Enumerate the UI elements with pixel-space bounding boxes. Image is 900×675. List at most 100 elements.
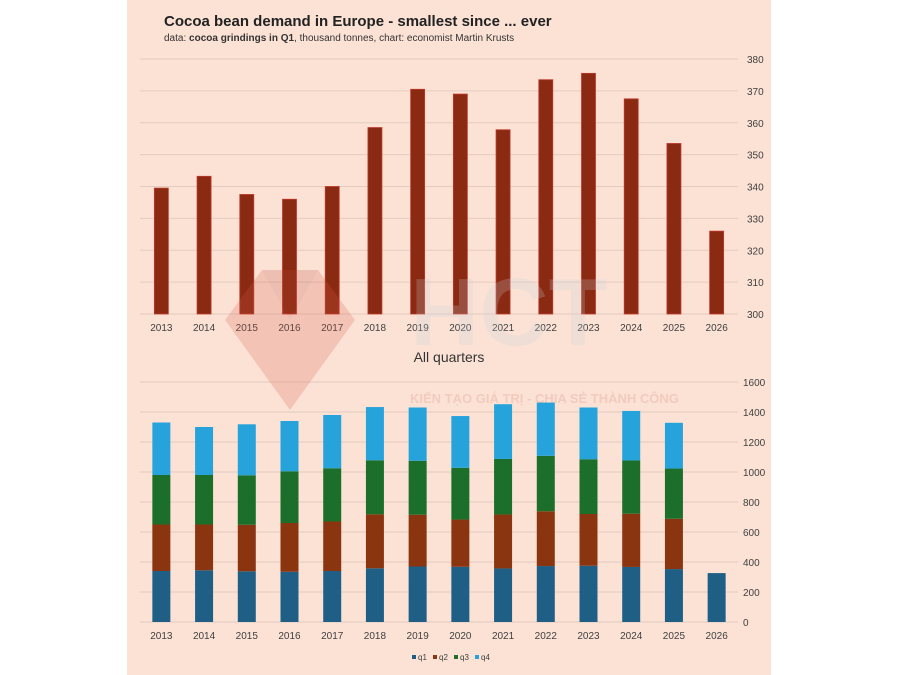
stacked-bar-q4 — [152, 422, 171, 475]
stacked-bar-q4 — [280, 421, 299, 472]
x-tick-label: 2024 — [620, 323, 643, 334]
stacked-bar-q3 — [237, 475, 256, 525]
bar — [452, 93, 468, 315]
y-tick-label: 370 — [747, 87, 764, 98]
stacked-bar-q2 — [494, 514, 513, 569]
bar — [196, 175, 212, 315]
stacked-bar-q3 — [451, 467, 470, 520]
stacked-bar-q4 — [536, 402, 555, 456]
stacked-bar-q1 — [536, 566, 555, 622]
stacked-bar-q2 — [152, 524, 171, 571]
stacked-bar-q1 — [365, 568, 384, 622]
subtitle-bold: cocoa grindings in Q1 — [189, 33, 295, 44]
legend-label: q1 — [418, 653, 427, 662]
subtitle-prefix: data: — [164, 33, 190, 44]
stacked-bar-q1 — [323, 571, 342, 622]
stacked-bar-q3 — [622, 460, 641, 514]
y-tick-label: 360 — [747, 119, 764, 130]
x-tick-label: 2018 — [364, 323, 387, 334]
stacked-bar-q2 — [280, 523, 299, 572]
x-tick-label: 2013 — [150, 323, 173, 334]
stacked-bar-q3 — [664, 468, 683, 519]
x-tick-label: 2024 — [620, 631, 643, 642]
x-tick-label: 2015 — [236, 323, 259, 334]
stacked-bar-q4 — [365, 407, 384, 461]
stacked-bar-q1 — [451, 566, 470, 622]
x-tick-label: 2015 — [236, 631, 259, 642]
subchart-title: All quarters — [414, 349, 485, 365]
x-tick-label: 2013 — [150, 631, 173, 642]
stacked-bar-q3 — [494, 458, 513, 515]
stacked-bar-q2 — [365, 514, 384, 569]
stacked-bar-q4 — [195, 427, 214, 475]
chart-title: Cocoa bean demand in Europe - smallest s… — [164, 13, 552, 30]
y-tick-label: 1600 — [743, 378, 766, 389]
y-tick-label: 800 — [743, 498, 760, 509]
legend-swatch — [433, 655, 437, 659]
x-tick-label: 2023 — [577, 631, 600, 642]
x-tick-label: 2014 — [193, 631, 216, 642]
stacked-bar-q1 — [237, 571, 256, 622]
stacked-bar-q1 — [579, 565, 598, 622]
stacked-bar-q3 — [195, 475, 214, 525]
stacked-bar-q4 — [408, 407, 427, 461]
y-tick-label: 380 — [747, 55, 764, 66]
y-tick-label: 310 — [747, 278, 764, 289]
y-tick-label: 1200 — [743, 438, 766, 449]
x-tick-label: 2018 — [364, 631, 387, 642]
stacked-bar-q2 — [536, 511, 555, 567]
stacked-bar-q2 — [408, 514, 427, 567]
bar — [666, 143, 682, 315]
stacked-bar-q4 — [237, 424, 256, 476]
x-tick-label: 2017 — [321, 631, 344, 642]
y-tick-label: 1000 — [743, 468, 766, 479]
stacked-bar-q3 — [280, 471, 299, 523]
stacked-bar-q3 — [408, 460, 427, 515]
x-tick-label: 2021 — [492, 631, 515, 642]
y-tick-label: 1400 — [743, 408, 766, 419]
y-tick-label: 330 — [747, 214, 764, 225]
stacked-bar-q4 — [579, 407, 598, 460]
stacked-bar-q1 — [622, 566, 641, 622]
stacked-bar-q2 — [451, 519, 470, 567]
x-tick-label: 2016 — [278, 323, 301, 334]
stacked-bar-q3 — [323, 468, 342, 522]
x-tick-label: 2023 — [577, 323, 600, 334]
stacked-bar-q2 — [664, 518, 683, 570]
x-tick-label: 2025 — [663, 631, 686, 642]
stacked-bar-q1 — [494, 568, 513, 622]
x-tick-label: 2019 — [407, 631, 430, 642]
stacked-bar-q4 — [323, 415, 342, 469]
stacked-bar-q3 — [365, 460, 384, 515]
chart-subtitle: data: cocoa grindings in Q1, thousand to… — [164, 33, 514, 44]
legend-label: q4 — [481, 653, 490, 662]
x-tick-label: 2026 — [706, 631, 729, 642]
bar — [410, 88, 426, 315]
y-tick-label: 350 — [747, 151, 764, 162]
x-tick-label: 2017 — [321, 323, 344, 334]
bar — [538, 79, 554, 315]
x-tick-label: 2021 — [492, 323, 515, 334]
bar — [495, 129, 511, 315]
bar — [282, 198, 297, 315]
bar — [581, 72, 596, 315]
y-tick-label: 320 — [747, 246, 764, 257]
y-tick-label: 0 — [743, 618, 749, 629]
bar — [367, 127, 383, 315]
x-tick-label: 2026 — [706, 323, 729, 334]
stacked-bar-q2 — [237, 524, 256, 572]
subtitle-suffix: , thousand tonnes, chart: economist Mart… — [294, 33, 515, 44]
stacked-bar-q1 — [408, 566, 427, 622]
stacked-bar-q3 — [152, 475, 171, 525]
stacked-bar-q3 — [536, 455, 555, 512]
legend-label: q3 — [460, 653, 469, 662]
stacked-bar-q2 — [579, 514, 598, 566]
x-tick-label: 2016 — [278, 631, 301, 642]
stacked-bar-q2 — [195, 524, 214, 571]
stacked-bar-q1 — [195, 570, 214, 622]
x-tick-label: 2020 — [449, 323, 472, 334]
x-tick-label: 2020 — [449, 631, 472, 642]
x-tick-label: 2022 — [535, 323, 558, 334]
y-tick-label: 300 — [747, 310, 764, 321]
y-tick-label: 340 — [747, 183, 764, 194]
